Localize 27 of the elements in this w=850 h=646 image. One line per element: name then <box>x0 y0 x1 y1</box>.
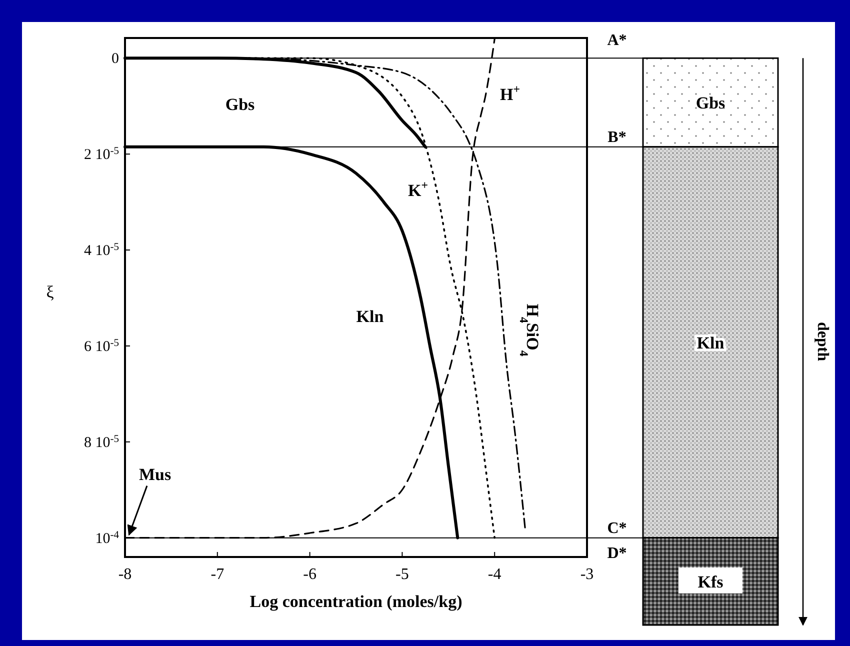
y-axis-title: ξ <box>46 282 54 302</box>
text: Kln <box>696 333 725 352</box>
series-label: K$^{+}$ <box>408 178 428 200</box>
y-tick-label: 2 10$^{-5}$ <box>84 146 119 164</box>
ref-line-label: C* <box>607 520 627 537</box>
y-tick-label: 8 10$^{-5}$ <box>84 433 119 451</box>
ref-line-label: A* <box>607 32 627 50</box>
text: Gbs <box>225 95 256 114</box>
x-axis-title: Log concentration (moles/kg) <box>250 592 462 611</box>
x-tick-label: -5 <box>396 566 409 583</box>
x-tick-label: -8 <box>118 566 132 583</box>
ref-line-label: B* <box>608 128 626 146</box>
text: D* <box>607 544 627 562</box>
x-tick-label: -7 <box>210 566 224 583</box>
y-tick-label: 10$^{-4}$ <box>95 529 120 547</box>
text: Gbs <box>696 94 726 113</box>
x-tick-label: -6 <box>303 566 316 583</box>
y-tick-label: 0 <box>112 51 119 68</box>
x-tick-label: -3 <box>580 566 594 583</box>
series-label: H$^{+}$ <box>500 82 520 104</box>
x-tick-label: -4 <box>488 566 502 583</box>
text: Kln <box>356 307 384 326</box>
annotation: Mus <box>138 464 172 484</box>
text: Kfs <box>698 572 724 592</box>
y-tick-label: 6 10$^{-5}$ <box>84 337 119 355</box>
text: depth <box>814 322 831 362</box>
y-tick-label: 4 10$^{-5}$ <box>84 242 119 260</box>
